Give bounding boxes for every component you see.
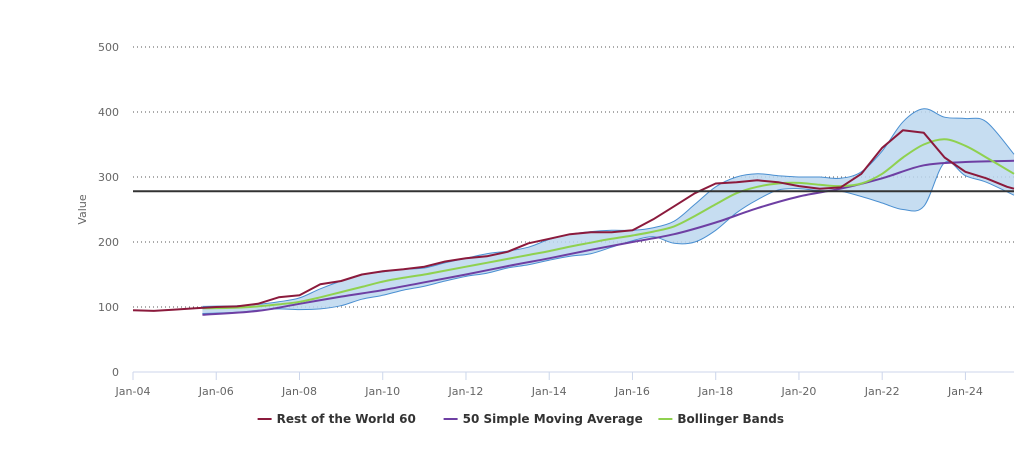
y-tick-label: 0: [112, 366, 119, 379]
y-tick-label: 100: [98, 301, 119, 314]
y-tick-label: 200: [98, 236, 119, 249]
x-tick-label: Jan-06: [198, 385, 234, 398]
x-tick-label: Jan-20: [780, 385, 816, 398]
legend-item[interactable]: Bollinger Bands: [658, 412, 784, 426]
x-tick-label: Jan-14: [531, 385, 567, 398]
legend-item[interactable]: 50 Simple Moving Average: [443, 412, 643, 426]
bollinger-middle-line: [202, 138, 1015, 310]
legend[interactable]: Rest of the World 60 50 Simple Moving Ave…: [257, 412, 784, 426]
y-tick-label: 300: [98, 171, 119, 184]
sma-line: [202, 159, 1015, 316]
x-tick-label: Jan-08: [281, 385, 317, 398]
x-tick-label: Jan-12: [448, 385, 484, 398]
series-lines: [132, 129, 1015, 316]
bollinger-band-fill: [202, 108, 1014, 314]
y-tick-label: 400: [98, 106, 119, 119]
axes: 0 100 200 300 400 500 Value Jan-04 Jan-06 Jan-08 J…: [76, 41, 1014, 398]
x-tick-label: Jan-24: [947, 385, 983, 398]
x-tick-label: Jan-22: [864, 385, 900, 398]
legend-label: Bollinger Bands: [677, 412, 784, 426]
legend-label: 50 Simple Moving Average: [463, 412, 643, 426]
y-axis-title: Value: [76, 194, 89, 224]
legend-item[interactable]: Rest of the World 60: [257, 412, 416, 426]
legend-label: Rest of the World 60: [277, 412, 416, 426]
bollinger-lower-line: [202, 161, 1015, 314]
x-tick-label: Jan-04: [115, 385, 151, 398]
main-series-line: [132, 129, 1015, 312]
x-tick-label: Jan-10: [364, 385, 400, 398]
y-tick-label: 500: [98, 41, 119, 54]
x-tick-label: Jan-16: [614, 385, 650, 398]
x-tick-label: Jan-18: [697, 385, 733, 398]
